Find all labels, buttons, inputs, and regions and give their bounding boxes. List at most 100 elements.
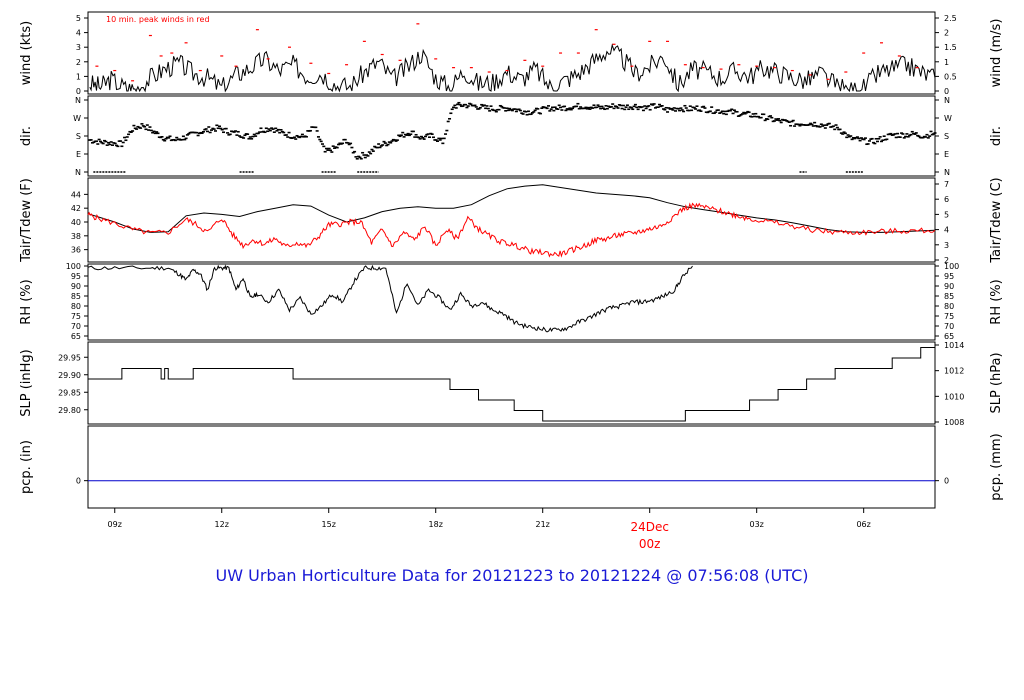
dir-point bbox=[862, 138, 866, 141]
ytick-label-right-wind: 0 bbox=[944, 87, 949, 96]
dir-point bbox=[284, 134, 288, 136]
dir-point bbox=[371, 150, 375, 152]
dir-point bbox=[111, 144, 115, 146]
dir-point bbox=[351, 151, 355, 154]
peak-wind-mark bbox=[95, 65, 99, 67]
dir-point bbox=[878, 136, 882, 138]
dir-point bbox=[563, 105, 567, 108]
dir-point bbox=[871, 141, 875, 144]
dir-point bbox=[894, 136, 898, 139]
annotation-peak-winds: 10 min. peak winds in red bbox=[106, 15, 210, 24]
dir-point bbox=[720, 110, 724, 113]
dir-point bbox=[616, 107, 620, 109]
dir-point bbox=[811, 125, 815, 127]
ylabel-left-slp: SLP (inHg) bbox=[19, 349, 34, 417]
peak-wind-mark bbox=[915, 67, 919, 69]
dir-point bbox=[259, 127, 263, 130]
dir-point bbox=[695, 105, 699, 108]
dir-point bbox=[710, 106, 714, 108]
ytick-label-left-dir: N bbox=[75, 168, 81, 177]
dir-point bbox=[274, 127, 278, 130]
ytick-label-left-rh: 65 bbox=[71, 332, 81, 341]
dir-point bbox=[104, 140, 108, 143]
dir-point bbox=[327, 147, 331, 150]
dir-point bbox=[674, 110, 678, 112]
dir-point bbox=[575, 105, 579, 108]
ytick-label-right-temp: 2 bbox=[944, 256, 949, 265]
dir-point bbox=[797, 123, 801, 126]
dir-point bbox=[298, 136, 302, 139]
dir-point bbox=[904, 135, 908, 138]
dir-point bbox=[422, 138, 426, 140]
dir-point bbox=[540, 107, 544, 110]
dir-point bbox=[143, 125, 147, 128]
dir-point bbox=[609, 105, 613, 108]
ytick-label-left-wind: 4 bbox=[76, 29, 81, 38]
dir-point bbox=[268, 129, 272, 132]
dir-point bbox=[631, 108, 635, 111]
dir-point bbox=[96, 143, 100, 145]
dir-point bbox=[446, 120, 450, 123]
dir-point bbox=[873, 142, 877, 145]
dir-point bbox=[694, 108, 698, 110]
dir-point bbox=[687, 109, 691, 112]
dir-point bbox=[747, 111, 751, 114]
dir-point bbox=[430, 133, 434, 135]
dir-point bbox=[857, 137, 861, 140]
peak-wind-mark bbox=[234, 65, 238, 67]
dir-point bbox=[205, 130, 209, 133]
ytick-label-right-rh: 65 bbox=[944, 332, 954, 341]
dir-point bbox=[419, 135, 423, 138]
dir-point bbox=[326, 149, 330, 151]
dir-point bbox=[485, 105, 489, 107]
dir-point bbox=[591, 107, 595, 109]
dir-point bbox=[369, 152, 373, 155]
dir-point bbox=[557, 104, 561, 107]
peak-wind-mark bbox=[131, 80, 135, 82]
dir-point bbox=[466, 105, 470, 107]
dir-point bbox=[538, 112, 542, 115]
dir-point bbox=[440, 137, 444, 140]
series-line-wind bbox=[89, 43, 936, 93]
dir-point bbox=[395, 139, 399, 141]
dir-point bbox=[320, 143, 324, 145]
dir-point bbox=[809, 122, 813, 125]
dir-point bbox=[569, 108, 573, 111]
dir-point bbox=[564, 109, 568, 112]
peak-wind-mark bbox=[398, 59, 402, 61]
dir-point bbox=[870, 137, 874, 140]
dir-point bbox=[831, 125, 835, 128]
ylabel-left-rh: RH (%) bbox=[19, 279, 34, 324]
ytick-label-right-dir: N bbox=[944, 168, 950, 177]
dir-point bbox=[350, 146, 354, 149]
dir-point bbox=[184, 137, 188, 140]
dir-point bbox=[906, 135, 910, 138]
dir-point bbox=[219, 127, 223, 130]
dir-point bbox=[841, 133, 845, 135]
xtick-label: 06z bbox=[856, 520, 870, 529]
dir-point bbox=[714, 111, 718, 113]
dir-point bbox=[238, 135, 242, 137]
dir-point bbox=[486, 107, 490, 110]
dir-point bbox=[807, 123, 811, 126]
xtick-label: 12z bbox=[215, 520, 229, 529]
dir-point bbox=[708, 110, 712, 113]
dir-point bbox=[279, 128, 283, 131]
dir-point bbox=[874, 137, 878, 140]
ylabel-right-slp: SLP (hPa) bbox=[989, 352, 1004, 413]
dir-point bbox=[346, 142, 350, 144]
dir-point bbox=[859, 137, 863, 139]
dir-point bbox=[703, 107, 707, 109]
dir-point bbox=[270, 127, 274, 129]
dir-point bbox=[754, 112, 758, 115]
dir-point bbox=[417, 136, 421, 139]
peak-wind-mark bbox=[880, 42, 884, 44]
dir-point bbox=[357, 155, 361, 158]
dir-point bbox=[671, 109, 675, 111]
dir-point bbox=[504, 110, 508, 112]
dir-point bbox=[405, 134, 409, 136]
dir-point bbox=[140, 123, 144, 125]
dir-point bbox=[401, 131, 405, 134]
dir-point bbox=[464, 103, 468, 106]
dir-point bbox=[456, 103, 460, 106]
